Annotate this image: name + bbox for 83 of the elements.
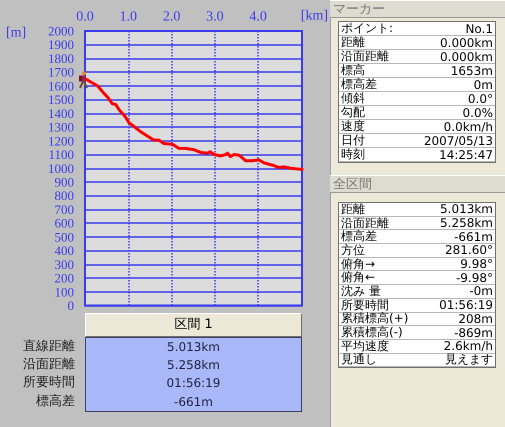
y-tick-label: 400 xyxy=(54,243,74,258)
text: 見通し xyxy=(341,352,377,368)
text: 0.0km/h xyxy=(444,120,493,134)
text: 平均速度 xyxy=(341,338,389,353)
text: 01:56:19 xyxy=(166,375,222,392)
text: 標高差 xyxy=(36,392,75,411)
y-tick-label: 100 xyxy=(54,284,74,300)
text: 所要時間 xyxy=(341,296,389,312)
y-tick-label: 300 xyxy=(54,256,74,272)
text: 直線距離 xyxy=(23,338,75,356)
text: 見えます xyxy=(445,352,493,368)
text: 所要時間 xyxy=(23,374,75,392)
text: 5.013km xyxy=(166,339,221,356)
text: 沈み 量 xyxy=(341,283,381,299)
y-tick-label: 1200 xyxy=(48,133,74,148)
y-tick-label: 1600 xyxy=(48,78,74,94)
text: 累積標高(+) xyxy=(341,311,408,326)
y-tick-label: 1700 xyxy=(48,64,74,80)
text: ポイント: xyxy=(341,20,394,36)
text: 方位 xyxy=(341,242,365,258)
y-tick-label: 600 xyxy=(54,216,74,231)
text: -869m xyxy=(454,326,493,340)
text: 距離 xyxy=(341,200,365,218)
text: 0.000km xyxy=(440,36,493,50)
text: -661m xyxy=(454,230,493,244)
text: 5.258km xyxy=(166,357,221,374)
x-tick-label: 0.0 xyxy=(76,10,94,24)
text: 標高 xyxy=(341,62,365,78)
text: 5.258km xyxy=(440,216,493,230)
y-axis-title: [m] xyxy=(6,26,26,40)
text: 傾斜 xyxy=(341,90,365,106)
text: -0m xyxy=(469,284,493,298)
y-tick-label: 800 xyxy=(54,188,74,204)
text: 時刻 xyxy=(341,146,365,163)
y-tick-label: 500 xyxy=(54,229,74,244)
x-tick-label: 4.0 xyxy=(249,10,267,24)
text: 日付 xyxy=(341,132,365,148)
y-tick-label: 1900 xyxy=(48,37,74,52)
text: 区間 1 xyxy=(85,313,302,337)
text: 速度 xyxy=(341,118,365,134)
x-axis-title: [km] xyxy=(300,8,328,24)
text: 1653m xyxy=(450,64,493,78)
text: 距離 xyxy=(341,34,365,50)
text: 全区間 xyxy=(330,175,505,193)
y-tick-label: 1800 xyxy=(48,50,74,66)
text: マーカー xyxy=(330,0,505,18)
text: No.1 xyxy=(465,22,493,36)
text: -9.98° xyxy=(456,270,493,285)
y-tick-label: 1400 xyxy=(48,106,74,121)
text: 0.0° xyxy=(468,92,493,106)
text: -661m xyxy=(173,394,214,411)
text: 累積標高(-) xyxy=(341,324,403,340)
text: 208m xyxy=(458,312,493,326)
y-tick-label: 1000 xyxy=(48,160,74,176)
text: 勾配 xyxy=(341,104,365,120)
text: 2007/05/13 xyxy=(424,134,493,148)
text: 沿面距離 xyxy=(341,215,389,230)
text: 俯角→ xyxy=(341,256,376,271)
text: 沿面距離 xyxy=(341,48,389,64)
text: 9.98° xyxy=(460,257,493,272)
text: 0m xyxy=(474,78,493,92)
text: 標高差 xyxy=(341,229,377,244)
y-tick-label: 1500 xyxy=(48,92,74,108)
text: 5.013km xyxy=(440,202,493,216)
text: 沿面距離 xyxy=(23,356,75,374)
text: 01:56:19 xyxy=(439,298,493,312)
text: 281.60° xyxy=(445,243,493,258)
y-tick-label: 1300 xyxy=(48,120,74,135)
y-tick-label: 900 xyxy=(54,174,74,190)
y-tick-label: 1100 xyxy=(48,147,74,162)
y-tick-label: 2000 xyxy=(48,24,74,38)
text: 2.6km/h xyxy=(444,339,493,354)
text: 14:25:47 xyxy=(439,148,493,162)
text: 0.000km xyxy=(440,50,493,64)
y-tick-label: 0 xyxy=(68,298,74,313)
x-tick-label: 3.0 xyxy=(206,10,224,24)
text: 0.0% xyxy=(462,106,493,120)
y-tick-label: 200 xyxy=(54,270,74,286)
text: 俯角← xyxy=(341,270,376,285)
y-tick-label: 700 xyxy=(54,202,74,217)
text: 標高差 xyxy=(341,76,377,92)
x-tick-label: 1.0 xyxy=(120,10,138,24)
x-tick-label: 2.0 xyxy=(162,10,180,24)
